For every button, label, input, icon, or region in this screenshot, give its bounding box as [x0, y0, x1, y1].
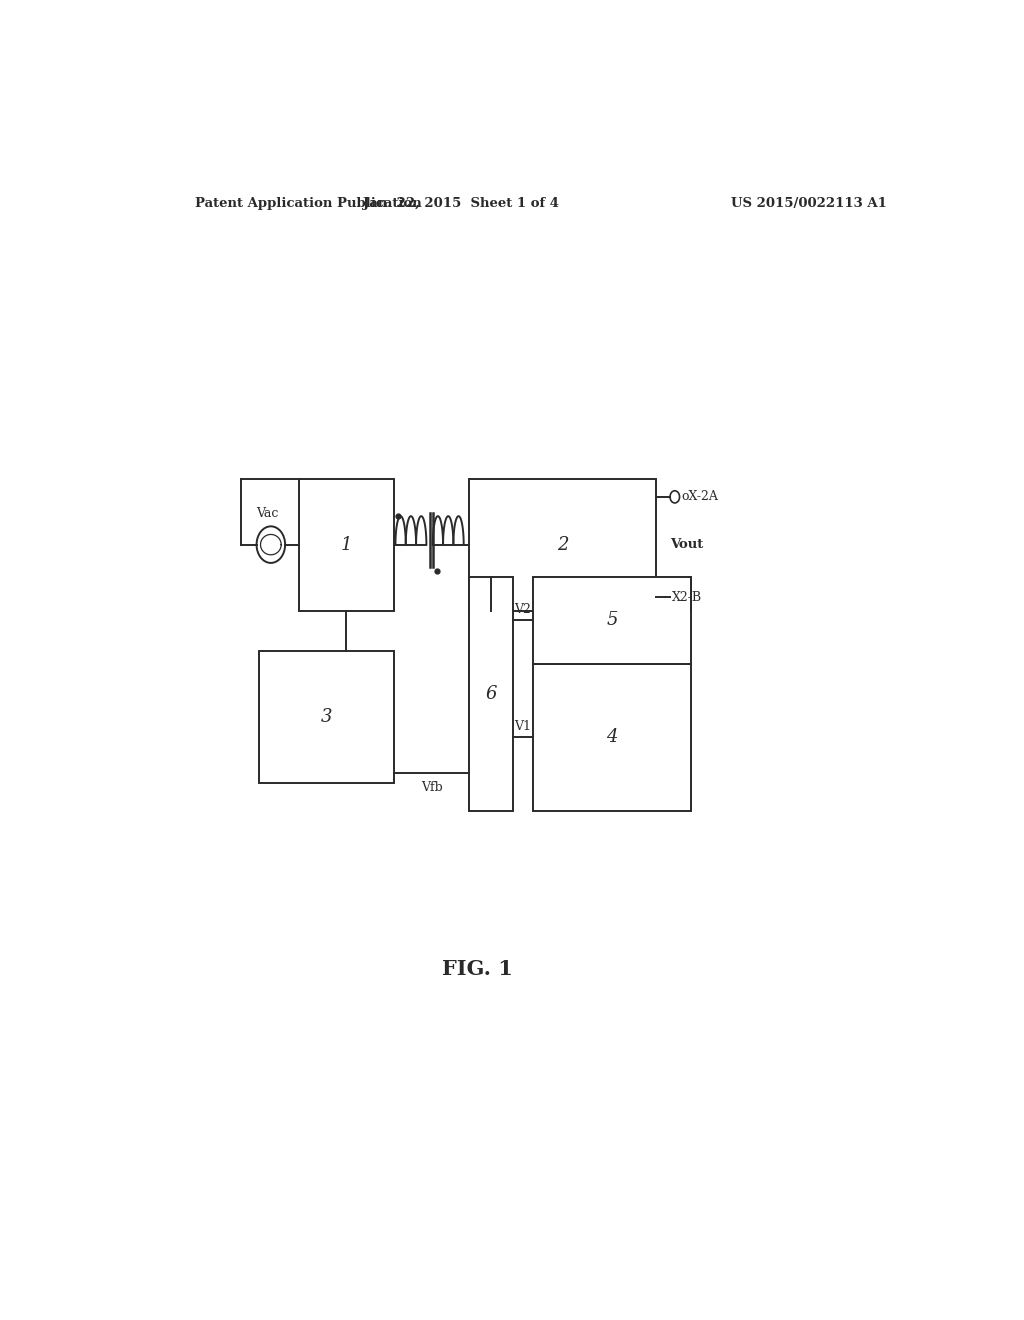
Bar	[299, 479, 394, 611]
Text: 4: 4	[606, 729, 617, 746]
Text: FIG. 1: FIG. 1	[441, 960, 513, 979]
Bar	[532, 664, 691, 810]
Text: 1: 1	[341, 536, 352, 553]
Bar	[532, 577, 691, 664]
Bar	[469, 479, 655, 611]
Text: US 2015/0022113 A1: US 2015/0022113 A1	[731, 197, 887, 210]
Text: 3: 3	[321, 709, 332, 726]
Text: Patent Application Publication: Patent Application Publication	[196, 197, 422, 210]
Text: oX-2A: oX-2A	[681, 490, 718, 503]
Text: 2: 2	[557, 536, 568, 553]
Text: Vac: Vac	[256, 507, 279, 520]
Bar	[259, 651, 394, 784]
Text: Jan. 22, 2015  Sheet 1 of 4: Jan. 22, 2015 Sheet 1 of 4	[364, 197, 559, 210]
Text: X2-B: X2-B	[672, 591, 701, 605]
Bar	[469, 577, 513, 810]
Text: Vfb: Vfb	[421, 781, 442, 795]
Text: V1: V1	[514, 721, 531, 733]
Text: Vout: Vout	[670, 539, 703, 552]
Text: 6: 6	[485, 685, 497, 704]
Text: 5: 5	[606, 611, 617, 630]
Text: V2: V2	[514, 603, 531, 616]
